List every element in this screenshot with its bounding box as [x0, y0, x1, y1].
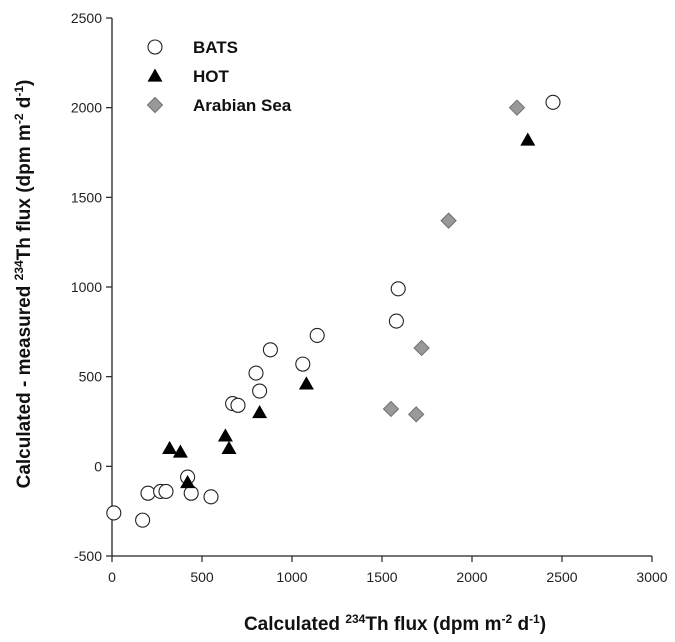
- data-point: [221, 440, 237, 455]
- data-point: [520, 132, 536, 146]
- data-point: [140, 485, 156, 501]
- axes: [106, 17, 653, 562]
- legend-marker: [147, 68, 163, 82]
- x-tick-label: 3000: [636, 569, 667, 585]
- legend-label: HOT: [193, 67, 230, 86]
- series-hot: [162, 132, 536, 489]
- series-bats: [106, 94, 561, 528]
- data-point: [298, 376, 314, 390]
- x-tick-label: 2500: [546, 569, 577, 585]
- legend-marker: [147, 39, 163, 55]
- legend-label: BATS: [193, 38, 238, 57]
- data-point: [135, 512, 151, 528]
- data-point: [508, 99, 526, 116]
- data-point: [172, 444, 188, 458]
- legend-marker: [146, 96, 164, 114]
- data-point: [162, 440, 178, 455]
- data-point: [388, 313, 404, 329]
- x-tick-label: 1500: [366, 569, 397, 585]
- y-tick-label: 1000: [71, 279, 102, 295]
- legend: BATS HOT Arabian Sea: [146, 38, 292, 115]
- data-point: [217, 428, 233, 442]
- data-point: [180, 474, 196, 489]
- y-tick-label: 0: [94, 458, 102, 474]
- data-point: [183, 485, 199, 501]
- x-tick-label: 1000: [276, 569, 307, 585]
- tick-labels: 0 500 1000 1500 2000 2500 3000 -500 0 500 1000 1500…: [71, 10, 668, 585]
- y-tick-label: 1500: [71, 189, 102, 205]
- x-axis-label: Calculated 234Th flux (dpm m-2 d-1): [244, 612, 546, 635]
- data-point: [390, 281, 406, 297]
- y-axis-label: Calculated - measured 234Th flux (dpm m-…: [12, 80, 35, 489]
- data-points: [106, 94, 561, 528]
- data-point: [262, 342, 278, 358]
- x-tick-label: 500: [190, 569, 214, 585]
- data-point: [252, 405, 268, 419]
- data-point: [413, 339, 430, 357]
- x-tick-label: 0: [108, 569, 116, 585]
- data-point: [106, 505, 122, 521]
- data-point: [382, 400, 400, 418]
- y-tick-label: 2000: [71, 100, 102, 116]
- x-tick-label: 2000: [456, 569, 487, 585]
- y-tick-label: 500: [79, 369, 103, 385]
- data-point: [203, 489, 219, 505]
- data-point: [158, 483, 174, 499]
- data-point: [545, 94, 561, 110]
- data-point: [309, 327, 325, 343]
- y-tick-label: 2500: [71, 10, 102, 26]
- data-point: [440, 212, 457, 229]
- data-point: [230, 397, 246, 413]
- legend-label: Arabian Sea: [193, 96, 292, 115]
- y-tick-label: -500: [74, 548, 102, 564]
- data-point: [252, 383, 268, 399]
- series-arabian-sea: [382, 99, 526, 423]
- data-point: [295, 356, 311, 372]
- data-point: [407, 406, 425, 423]
- data-point: [248, 365, 264, 381]
